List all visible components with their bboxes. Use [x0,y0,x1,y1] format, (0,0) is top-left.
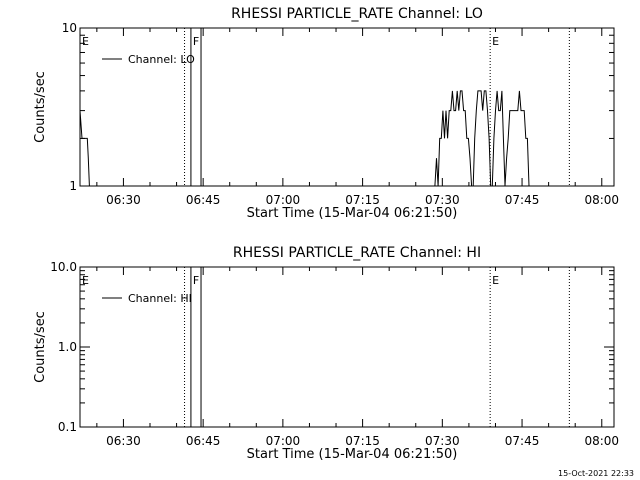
x-tick-label: 07:45 [505,434,540,448]
x-tick-label: 07:30 [425,193,460,207]
x-tick-label: 07:30 [425,434,460,448]
event-marker-label: F [193,35,199,48]
chart-title: RHESSI PARTICLE_RATE Channel: HI [233,245,481,261]
x-tick-label: 07:15 [345,193,380,207]
plot-frame [79,266,615,428]
y-axis-title: Counts/sec [33,71,48,143]
chart-title: RHESSI PARTICLE_RATE Channel: LO [231,6,483,22]
generation-timestamp: 15-Oct-2021 22:33 [558,469,634,478]
x-tick-label: 07:00 [266,434,301,448]
y-tick-label: 0.1 [58,420,77,434]
legend-entry: Channel: HI [128,292,192,305]
x-tick-label: 06:30 [106,434,141,448]
series-line-0 [79,90,552,187]
event-marker-label: E [82,274,89,287]
x-tick-label: 07:45 [505,193,540,207]
event-marker-label: E [492,35,499,48]
event-marker-label: E [82,35,89,48]
event-marker-label: F [193,274,199,287]
x-tick-label: 07:15 [345,434,380,448]
x-tick-label: 06:45 [186,434,221,448]
x-tick-label: 06:30 [106,193,141,207]
x-tick-label: 08:00 [584,434,619,448]
x-tick-label: 07:00 [266,193,301,207]
plot-frame [79,27,615,187]
event-marker-label: E [492,274,499,287]
chart-panel-0: RHESSI PARTICLE_RATE Channel: LO Counts/s… [33,6,619,221]
chart-panel-1: RHESSI PARTICLE_RATE Channel: HI Counts/s… [33,245,619,462]
y-tick-label: 10 [62,21,77,35]
y-tick-label: 1 [69,179,77,193]
y-tick-label: 10.0 [50,260,77,274]
legend-entry: Channel: LO [128,53,195,66]
y-axis-title: Counts/sec [33,311,48,383]
x-axis-title: Start Time (15-Mar-04 06:21:50) [247,447,458,462]
x-tick-label: 08:00 [584,193,619,207]
y-tick-label: 1.0 [58,340,77,354]
x-axis-title: Start Time (15-Mar-04 06:21:50) [247,206,458,221]
x-tick-label: 06:45 [186,193,221,207]
